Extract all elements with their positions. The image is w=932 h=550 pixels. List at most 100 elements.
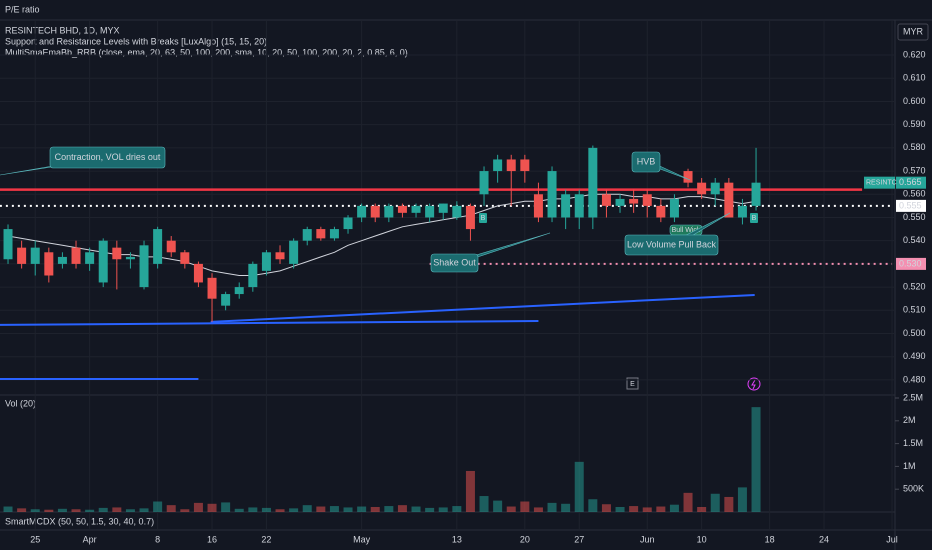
volume-bar bbox=[397, 505, 407, 512]
volume-bar bbox=[724, 496, 734, 512]
moving-average bbox=[7, 193, 757, 276]
y-tick-label: 0.550 bbox=[903, 212, 926, 222]
y-tick-label: 500K bbox=[903, 484, 924, 494]
y-tick-label: 1M bbox=[903, 461, 916, 471]
volume-bar bbox=[656, 506, 666, 512]
volume-bar bbox=[302, 505, 312, 512]
y-tick-label: 2.5M bbox=[903, 392, 923, 402]
event-icon[interactable] bbox=[747, 377, 761, 391]
x-tick-label: Jun bbox=[640, 534, 655, 544]
candle-body bbox=[316, 229, 326, 239]
y-tick-label: 0.610 bbox=[903, 73, 926, 83]
y-tick-label: 1.5M bbox=[903, 438, 923, 448]
y-tick-label: 0.620 bbox=[903, 49, 926, 59]
symbol-label-box bbox=[864, 176, 895, 189]
y-tick-label: 0.590 bbox=[903, 119, 926, 129]
candle-body bbox=[656, 205, 666, 218]
candle-body bbox=[438, 203, 448, 213]
candle-body bbox=[275, 252, 285, 260]
volume-bar bbox=[221, 502, 231, 512]
y-tick-label: 0.600 bbox=[903, 96, 926, 106]
x-tick-label: 22 bbox=[261, 534, 271, 544]
candle-body bbox=[261, 252, 271, 271]
indicator-label: MultiSmaEmaBb_RRB (close, ema, 20, 63, 5… bbox=[5, 47, 408, 57]
price-label-box bbox=[896, 257, 926, 270]
candle-body bbox=[452, 205, 462, 218]
volume-bar bbox=[601, 504, 611, 512]
volume-bar bbox=[289, 508, 299, 512]
volume-bar bbox=[411, 506, 421, 512]
candle-body bbox=[425, 205, 435, 218]
symbol-title: RESINTECH BHD, 1D, MYX bbox=[5, 25, 120, 35]
callout-text: HVB bbox=[637, 156, 656, 166]
candle-body bbox=[683, 171, 693, 183]
volume-bar bbox=[452, 506, 462, 512]
volume-bar bbox=[642, 507, 652, 512]
volume-bar bbox=[751, 407, 761, 512]
volume-bar bbox=[57, 508, 67, 512]
volume-bar bbox=[588, 499, 598, 512]
volume-bar bbox=[248, 507, 258, 512]
candle-body bbox=[125, 256, 135, 260]
signal-label: B bbox=[752, 215, 757, 222]
x-tick-label: 16 bbox=[207, 534, 217, 544]
y-tick-label: 0.490 bbox=[903, 351, 926, 361]
volume-bar bbox=[506, 506, 516, 512]
candle-body bbox=[357, 205, 367, 218]
callout-box bbox=[430, 253, 479, 273]
candle-body bbox=[547, 171, 557, 218]
indicator-label: Support and Resistance Levels with Break… bbox=[5, 36, 267, 46]
candle-body bbox=[153, 229, 163, 264]
volume-bar bbox=[493, 500, 503, 512]
volume-bar bbox=[384, 506, 394, 512]
price-label-box bbox=[896, 199, 926, 212]
volume-bar bbox=[98, 507, 108, 512]
earnings-icon[interactable] bbox=[626, 377, 639, 390]
toolbar-label: P/E ratio bbox=[5, 4, 40, 14]
y-tick-label: 0.510 bbox=[903, 305, 926, 315]
callout-text: Low Volume Pull Back bbox=[627, 239, 717, 249]
candle-body bbox=[697, 182, 707, 195]
volume-bar bbox=[193, 502, 203, 512]
volume-bar bbox=[669, 504, 679, 512]
y-tick-label: 0.480 bbox=[903, 374, 926, 384]
candle-body bbox=[139, 245, 149, 288]
candle-body bbox=[71, 247, 81, 264]
indicator-title: SmartMCDX (50, 50, 1.5, 30, 40, 0.7) bbox=[5, 516, 154, 526]
volume-bar bbox=[329, 506, 339, 512]
volume-bar bbox=[533, 507, 543, 512]
volume-bar bbox=[275, 509, 285, 512]
candle-body bbox=[506, 159, 516, 172]
candle-body bbox=[411, 205, 421, 213]
volume-bar bbox=[125, 509, 135, 512]
price-label: 0.565 bbox=[899, 177, 922, 187]
trendline bbox=[210, 293, 755, 323]
x-tick-label: May bbox=[353, 534, 371, 544]
y-tick-label: 0.570 bbox=[903, 165, 926, 175]
candle-body bbox=[710, 182, 720, 195]
candle-body bbox=[343, 217, 353, 230]
candle-body bbox=[302, 229, 312, 241]
y-tick-label: 0.580 bbox=[903, 142, 926, 152]
candle-body bbox=[588, 147, 598, 218]
volume-bar bbox=[574, 461, 584, 512]
candle-body bbox=[465, 205, 475, 230]
volume-bar bbox=[561, 503, 571, 512]
candle-body bbox=[112, 247, 122, 260]
callout-text: Contraction, VOL dries out bbox=[55, 152, 161, 162]
candle-body bbox=[370, 205, 380, 218]
candle-body bbox=[669, 198, 679, 218]
currency-box[interactable] bbox=[897, 23, 929, 41]
volume-bar bbox=[316, 506, 326, 512]
volume-bar bbox=[180, 509, 190, 512]
x-tick-label: Apr bbox=[83, 534, 97, 544]
candle-body bbox=[30, 247, 40, 264]
signal-box bbox=[479, 213, 487, 223]
x-tick-label: 20 bbox=[520, 534, 530, 544]
candle-body bbox=[44, 252, 54, 276]
volume-bar bbox=[479, 496, 489, 512]
candle-body bbox=[561, 194, 571, 218]
candle-body bbox=[724, 182, 734, 218]
